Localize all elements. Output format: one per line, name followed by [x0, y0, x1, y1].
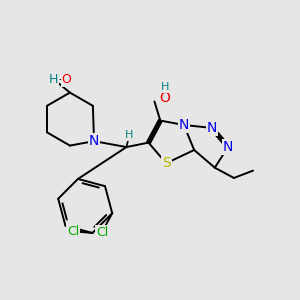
Text: O: O: [159, 92, 170, 106]
Text: Cl: Cl: [67, 225, 80, 238]
Text: H: H: [125, 130, 134, 140]
Text: O: O: [62, 73, 72, 86]
Text: N: N: [179, 118, 189, 132]
Text: H: H: [49, 73, 58, 86]
Text: H: H: [160, 82, 169, 92]
Text: N: N: [207, 121, 217, 135]
Text: Cl: Cl: [96, 226, 108, 239]
Text: -: -: [58, 73, 62, 86]
Text: N: N: [89, 134, 99, 148]
Text: N: N: [223, 140, 233, 154]
Text: S: S: [162, 156, 171, 170]
